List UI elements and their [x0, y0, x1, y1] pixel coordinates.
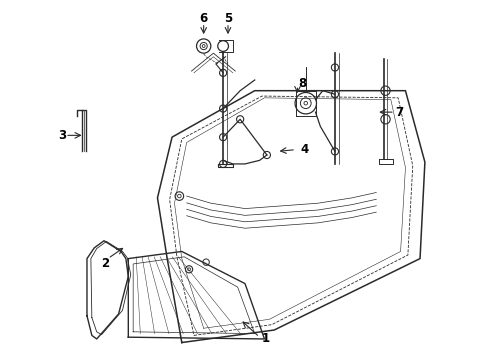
Text: 6: 6 — [199, 12, 208, 25]
Text: 5: 5 — [224, 12, 232, 25]
Text: 3: 3 — [58, 129, 66, 142]
Text: 4: 4 — [301, 143, 309, 156]
Text: 8: 8 — [298, 77, 307, 90]
Text: 7: 7 — [396, 105, 404, 119]
Text: 1: 1 — [262, 333, 270, 346]
Text: 2: 2 — [101, 257, 110, 270]
